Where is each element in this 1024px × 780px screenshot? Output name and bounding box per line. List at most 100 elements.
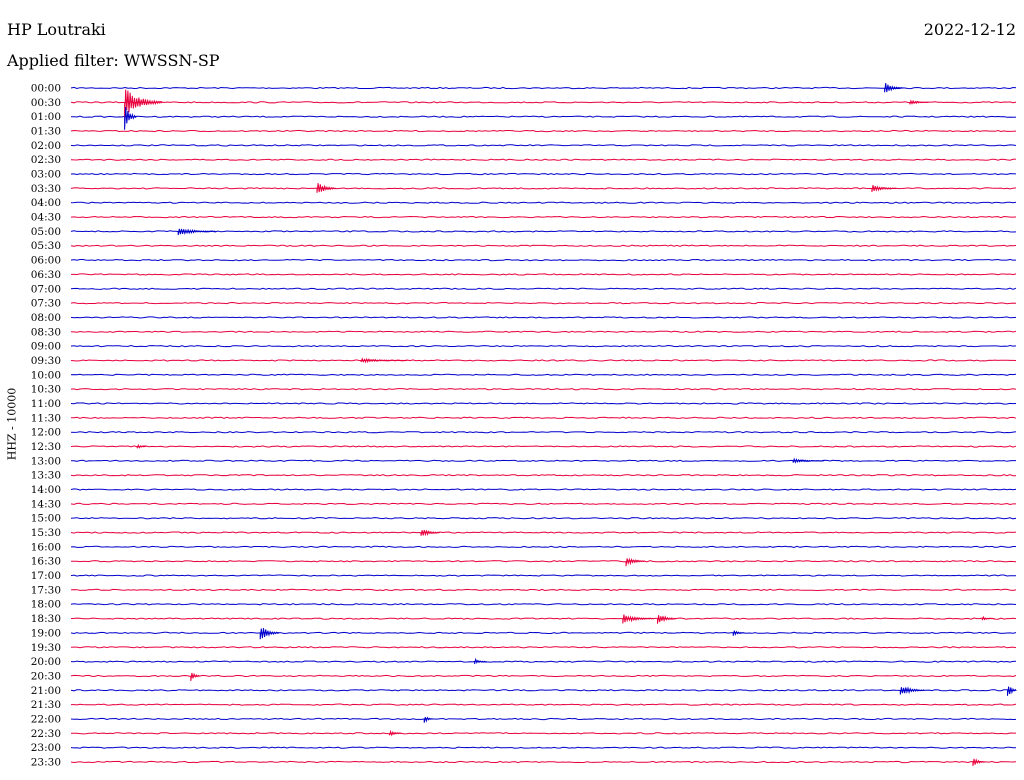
trace-line [70, 746, 1016, 749]
row-label: 23:00 [31, 742, 61, 754]
seismic-event [899, 686, 925, 695]
seismic-event [389, 729, 402, 737]
row-label: 04:00 [31, 197, 61, 209]
row-label: 13:30 [31, 470, 61, 482]
trace-line [70, 344, 1017, 348]
trace-line [70, 101, 1017, 104]
trace-line [70, 230, 1017, 233]
row-label: 02:00 [31, 140, 61, 152]
seismic-event [259, 628, 280, 640]
row-label: 00:30 [31, 97, 61, 109]
seismic-event [884, 82, 904, 93]
seismic-event [124, 106, 138, 130]
trace-line [70, 287, 1017, 290]
trace-line [70, 545, 1016, 549]
row-label: 00:00 [31, 83, 61, 95]
trace-line [70, 574, 1017, 577]
trace-line [70, 717, 1017, 721]
seismic-event [420, 529, 440, 537]
trace-line [70, 760, 1017, 764]
trace-line [70, 431, 1017, 434]
row-label: 20:30 [31, 670, 61, 682]
row-label: 17:00 [31, 570, 61, 582]
row-label: 08:00 [31, 312, 61, 324]
trace-line [70, 646, 1017, 649]
row-label: 07:30 [31, 298, 61, 310]
filter-label: Applied filter: WWSSN-SP [7, 51, 220, 70]
row-label: 10:30 [31, 384, 61, 396]
trace-line [70, 445, 1017, 448]
seismic-event [972, 758, 986, 766]
seismic-event [909, 99, 929, 105]
trace-line [70, 603, 1017, 606]
trace-line [70, 330, 1017, 333]
trace-line [70, 187, 1017, 190]
date-label: 2022-12-12 [923, 20, 1016, 39]
trace-line [70, 517, 1017, 520]
trace-line [71, 416, 1017, 419]
row-label: 08:30 [31, 326, 61, 338]
trace-line [70, 531, 1017, 534]
seismic-event [622, 614, 654, 624]
trace-line [70, 502, 1016, 506]
seismic-event [474, 657, 487, 665]
trace-line [70, 588, 1017, 592]
row-label: 12:00 [31, 427, 61, 439]
trace-line [70, 373, 1017, 376]
row-label: 16:30 [31, 556, 61, 568]
seismic-event [190, 672, 200, 681]
row-label: 01:30 [31, 126, 61, 138]
row-label: 19:30 [31, 642, 61, 654]
seismic-event [136, 443, 147, 449]
seismic-event [981, 615, 995, 621]
row-label: 01:00 [31, 111, 61, 123]
row-label: 11:30 [31, 412, 61, 424]
trace-line [70, 158, 1017, 161]
seismic-event [732, 630, 746, 636]
trace-line [70, 244, 1017, 247]
row-label: 21:00 [31, 685, 61, 697]
trace-line [70, 631, 1017, 635]
row-label: 23:30 [31, 756, 61, 768]
row-label: 14:30 [31, 498, 61, 510]
row-label: 03:30 [31, 183, 61, 195]
trace-line [70, 201, 1017, 204]
row-label: 21:30 [31, 699, 61, 711]
trace-line [71, 703, 1017, 706]
row-label: 22:30 [31, 728, 61, 740]
row-label: 19:00 [31, 627, 61, 639]
seismic-event [124, 89, 163, 118]
row-label: 06:30 [31, 269, 61, 281]
trace-line [70, 86, 1017, 90]
trace-line [70, 474, 1016, 477]
seismic-event [792, 457, 824, 464]
trace-line [70, 488, 1017, 491]
trace-line [70, 115, 1017, 118]
trace-line [70, 359, 1017, 362]
row-label: 05:30 [31, 240, 61, 252]
row-label: 07:00 [31, 283, 61, 295]
trace-line [70, 129, 1017, 133]
trace-line [70, 215, 1017, 219]
trace-line [70, 732, 1016, 735]
row-label: 20:00 [31, 656, 61, 668]
row-label: 02:30 [31, 154, 61, 166]
trace-line [71, 273, 1017, 276]
row-label: 04:30 [31, 212, 61, 224]
seismic-event [316, 183, 336, 193]
trace-line [70, 301, 1017, 305]
row-label: 16:00 [31, 541, 61, 553]
trace-line [70, 316, 1017, 319]
row-label: 11:00 [31, 398, 61, 410]
row-label: 03:00 [31, 169, 61, 181]
row-label: 18:00 [31, 599, 61, 611]
trace-line [70, 172, 1017, 176]
row-label: 15:00 [31, 513, 61, 525]
trace-line [70, 402, 1017, 405]
row-label: 06:00 [31, 255, 61, 267]
seismic-event [1007, 686, 1017, 696]
station-name: HP Loutraki [7, 20, 106, 39]
row-label: 14:00 [31, 484, 61, 496]
seismic-event [360, 357, 408, 364]
